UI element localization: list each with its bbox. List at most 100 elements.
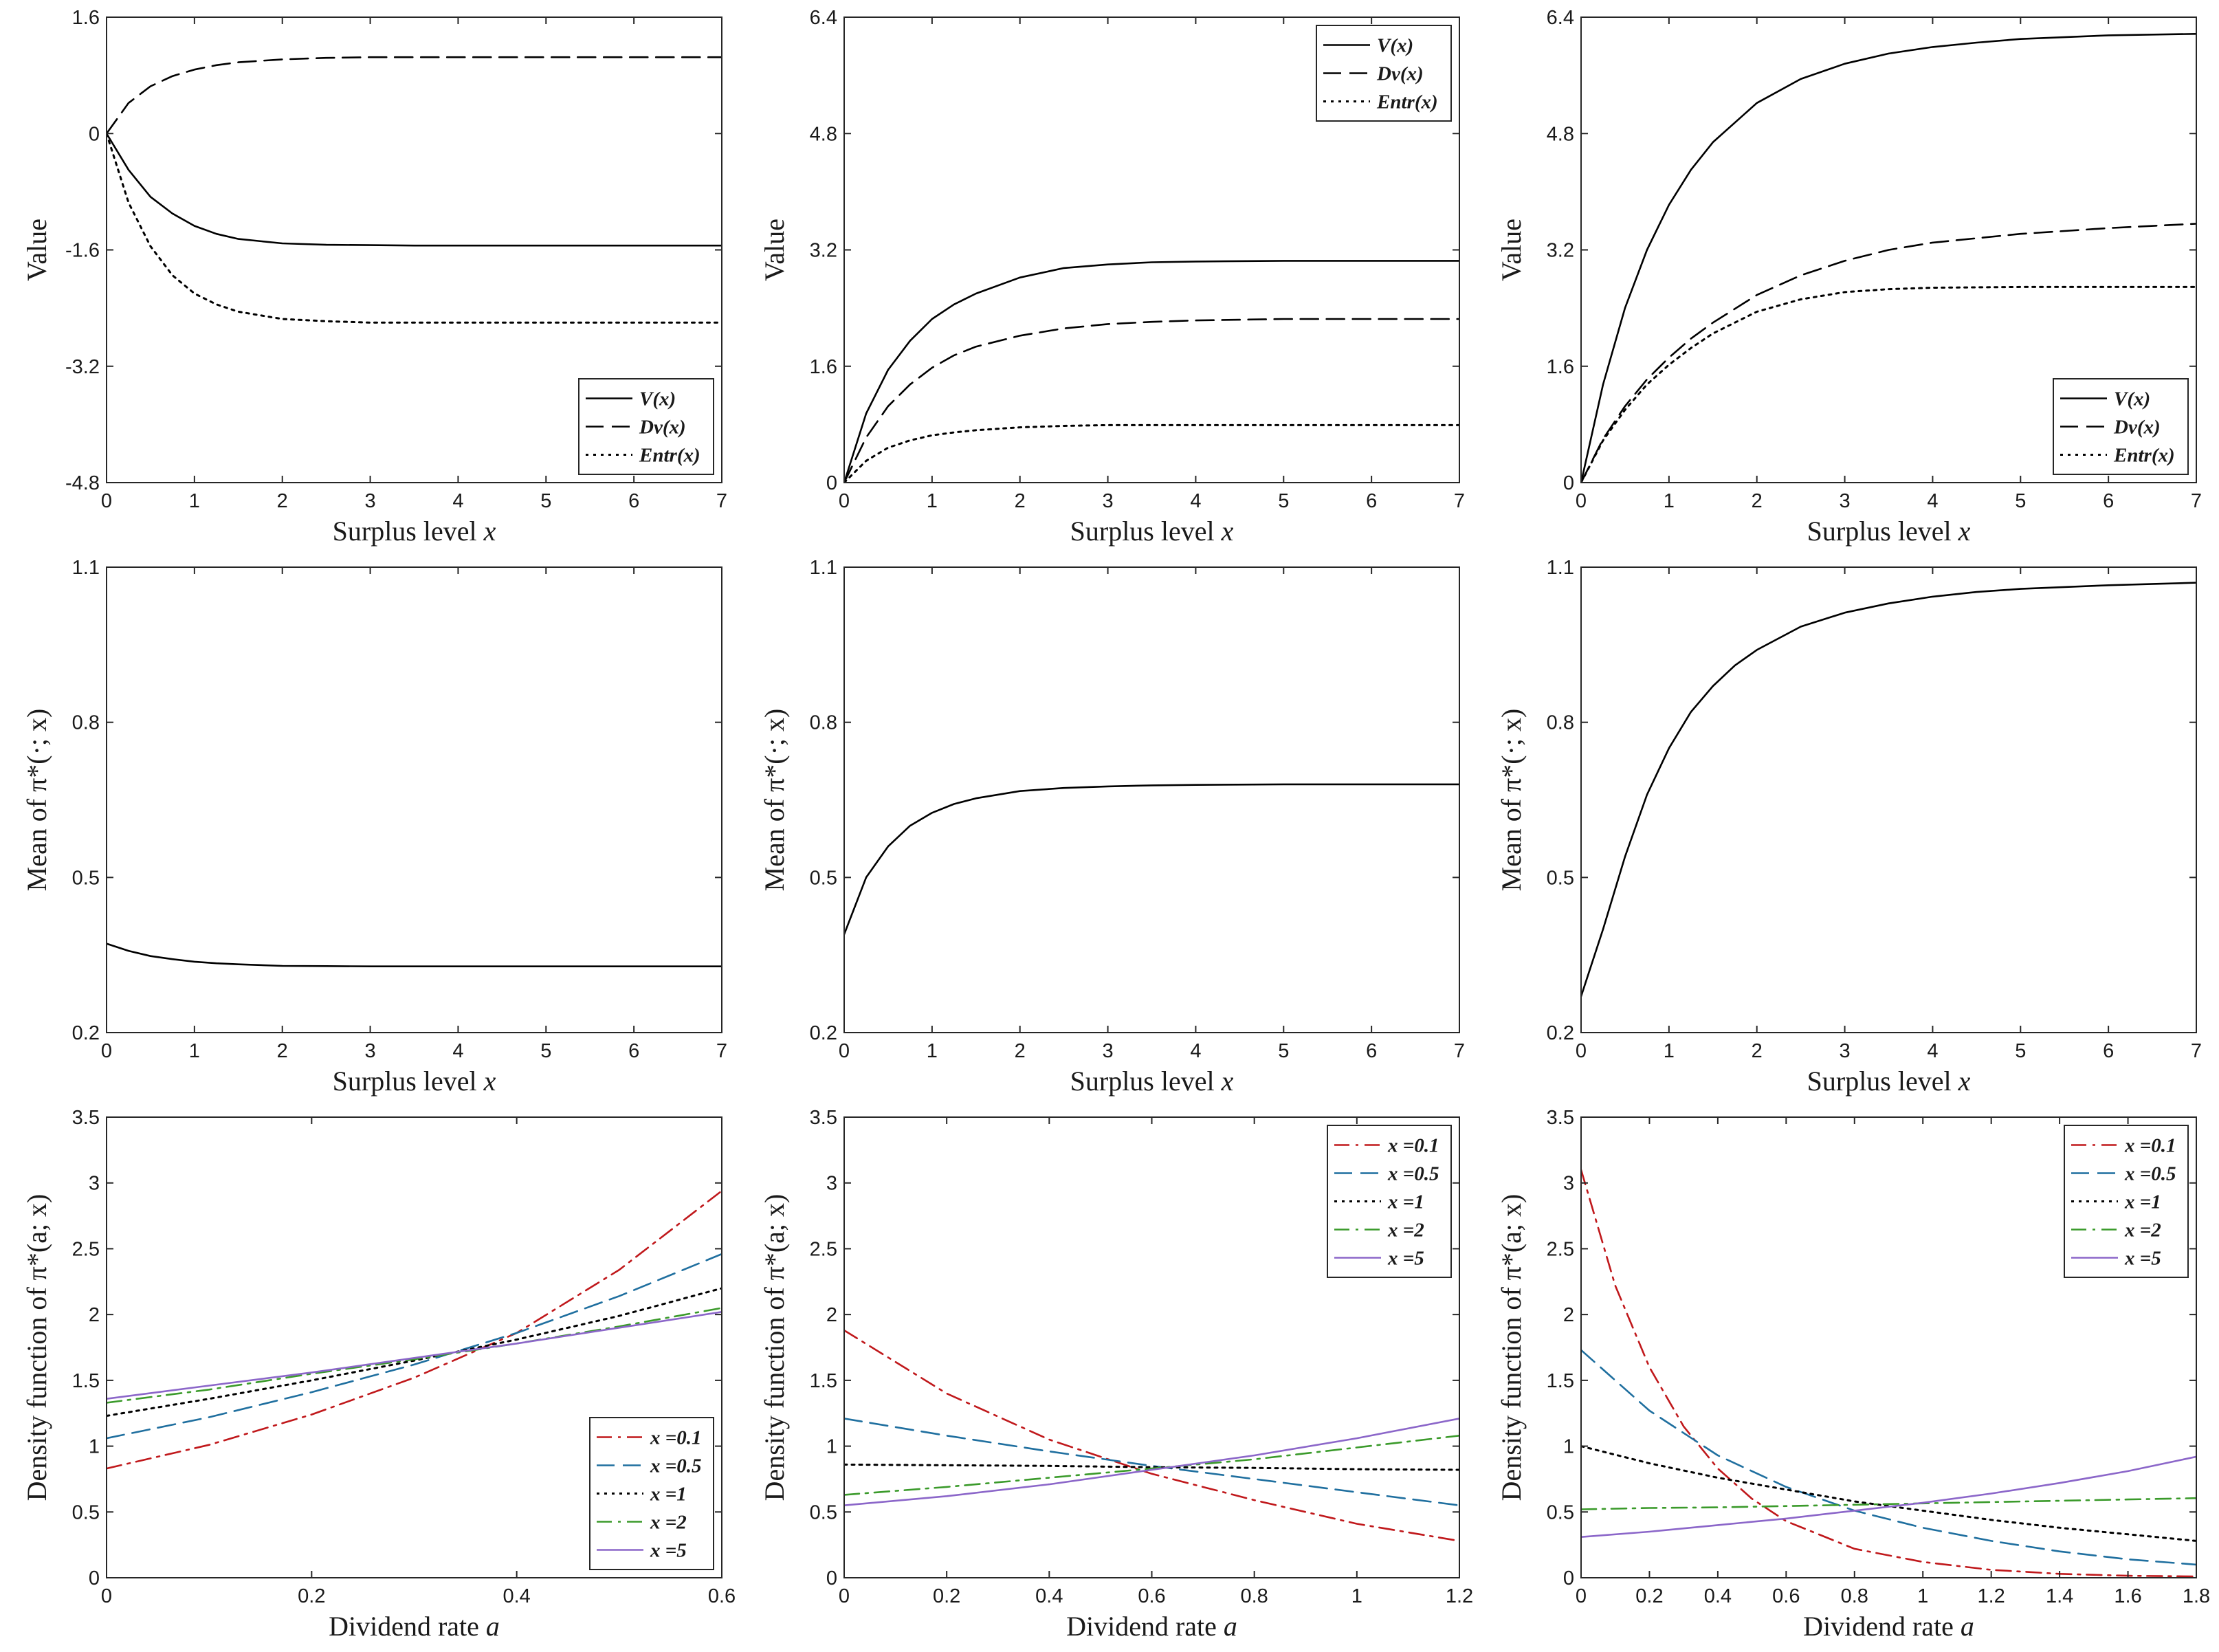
legend-entry: Entr(x) — [1376, 91, 1438, 113]
y-tick-label: 1.5 — [72, 1370, 100, 1392]
x-tick-label: 1.2 — [1446, 1585, 1473, 1607]
x-axis-label-text: Surplus level — [1807, 516, 1952, 547]
x-tick-label: 0.8 — [1841, 1585, 1868, 1607]
y-axis-label: Density function of π*(a; x) — [1496, 1194, 1527, 1501]
chart-panel-density-case3: 0 0.2 0.4 0.6 0.8 1 1.2 1.4 1.6 1.8 0 0.5 1 1.5 2 2.5 3 3… — [1496, 1107, 2210, 1642]
y-tick-label: 0.5 — [1547, 867, 1574, 889]
x-tick-label: 6 — [1366, 490, 1377, 512]
x-axis-label-variable: x — [477, 1066, 496, 1097]
legend-entry: x =0.5 — [2124, 1163, 2176, 1185]
chart-panel-value-case1: 0 1 2 3 4 5 6 7 -4.8 -3.2 -1.6 0 1.6 Surplus level x V… — [21, 7, 727, 547]
chart-panel-value-case3: 0 1 2 3 4 5 6 7 0 1.6 3.2 4.8 6.4 Surplus level x Valu… — [1496, 7, 2202, 547]
x-axis-label: Surplus level x — [1070, 516, 1234, 547]
x-tick-label: 0 — [1576, 490, 1587, 512]
y-tick-label: 2 — [89, 1304, 100, 1326]
series-group — [107, 1189, 722, 1470]
y-axis-label: Mean of π*(·; x) — [1496, 709, 1527, 892]
series-line-entr-x — [844, 423, 1459, 483]
y-tick-label: 1 — [826, 1436, 837, 1458]
x-axis-label-text: Surplus level — [1070, 516, 1215, 547]
x-axis-label-variable: x — [1952, 516, 1971, 547]
legend: V(x) Dv(x) Entr(x) — [578, 378, 714, 475]
x-tick-label: 1 — [1917, 1585, 1928, 1607]
x-tick-label: 6 — [1366, 1040, 1377, 1062]
x-tick-label: 7 — [1454, 1040, 1465, 1062]
legend-entry: Dv(x) — [2113, 417, 2161, 439]
series-line-v-x — [1581, 33, 2196, 483]
x-tick-label: 2 — [1015, 490, 1026, 512]
x-tick-label: 0 — [839, 490, 850, 512]
series-line-dv-x — [844, 318, 1459, 483]
chart-panel-mean-case2: 0 1 2 3 4 5 6 7 0.2 0.5 0.8 1.1 Surplus level x Mean … — [759, 557, 1465, 1097]
legend-entry: V(x) — [2114, 388, 2150, 410]
y-tick-label: 3.2 — [810, 240, 837, 262]
series-group — [844, 783, 1459, 936]
x-tick-label: 4 — [1927, 490, 1938, 512]
x-tick-label: 1 — [1351, 1585, 1362, 1607]
y-tick-label: 1.6 — [810, 356, 837, 378]
axes-box — [1580, 1116, 2197, 1578]
legend: V(x) Dv(x) Entr(x) — [1316, 25, 1452, 122]
y-tick-label: 1.5 — [1547, 1370, 1574, 1392]
y-axis-label: Density function of π*(a; x) — [21, 1194, 52, 1501]
series-line-x-0-5 — [107, 1253, 722, 1440]
x-axis-label: Surplus level x — [1807, 1066, 1971, 1097]
x-tick-label: 1 — [189, 490, 200, 512]
y-axis-label: Value — [759, 219, 790, 281]
y-tick-label: 0 — [89, 1567, 100, 1589]
series-line-x-0-5 — [844, 1418, 1459, 1506]
y-tick-label: 0 — [1563, 472, 1574, 494]
y-tick-label: 0.2 — [72, 1022, 100, 1044]
series-line-v-x — [107, 133, 722, 247]
series-line-x-0-1 — [107, 1189, 722, 1470]
x-tick-label: 7 — [2191, 490, 2202, 512]
legend-entry: x =5 — [2124, 1248, 2161, 1270]
y-tick-label: 0.8 — [810, 712, 837, 734]
series-group — [1581, 582, 2196, 998]
x-tick-label: 4 — [1927, 1040, 1938, 1062]
x-axis-label-text: Surplus level — [1807, 1066, 1952, 1097]
y-tick-label: 1.1 — [810, 557, 837, 579]
y-tick-label: 1.6 — [1547, 356, 1574, 378]
x-tick-label: 4 — [452, 1040, 463, 1062]
legend-entry: x =2 — [1387, 1220, 1424, 1242]
y-tick-label: 4.8 — [1547, 123, 1574, 145]
y-axis-label: Density function of π*(a; x) — [759, 1194, 790, 1501]
x-tick-label: 7 — [716, 1040, 727, 1062]
y-tick-label: -3.2 — [65, 356, 100, 378]
legend: V(x) Dv(x) Entr(x) — [2053, 378, 2189, 475]
x-tick-label: 1 — [927, 490, 938, 512]
x-tick-label: 0.6 — [1772, 1585, 1800, 1607]
plot-area — [844, 567, 1459, 1033]
x-tick-label: 0 — [839, 1585, 850, 1607]
y-tick-label: 4.8 — [810, 123, 837, 145]
x-axis-label-text: Surplus level — [333, 516, 477, 547]
x-tick-label: 3 — [1840, 490, 1851, 512]
x-axis-label: Surplus level x — [1807, 516, 1971, 547]
x-tick-label: 0.6 — [1138, 1585, 1165, 1607]
x-tick-label: 0 — [101, 490, 112, 512]
legend-entry: x =0.5 — [650, 1455, 702, 1477]
x-tick-label: 0.4 — [503, 1585, 531, 1607]
series-group — [107, 943, 722, 967]
x-axis-label: Surplus level x — [1070, 1066, 1234, 1097]
x-tick-label: 0.4 — [1704, 1585, 1732, 1607]
x-axis-label-variable: a — [479, 1611, 500, 1642]
legend-entry: x =0.1 — [1387, 1135, 1439, 1157]
y-tick-label: 0.5 — [1547, 1501, 1574, 1523]
x-tick-label: 5 — [2015, 490, 2026, 512]
legend-entry: x =2 — [2124, 1220, 2161, 1242]
axes-box — [106, 566, 722, 1033]
y-axis-label: Mean of π*(·; x) — [759, 709, 790, 892]
x-axis-label-text: Dividend rate — [329, 1611, 479, 1642]
y-tick-label: 0 — [826, 1567, 837, 1589]
legend-entry: V(x) — [1377, 35, 1413, 57]
legend-entry: x =0.1 — [650, 1427, 702, 1449]
legend-entry: x =5 — [650, 1540, 687, 1562]
x-tick-label: 0 — [839, 1040, 850, 1062]
x-tick-label: 6 — [628, 1040, 639, 1062]
x-tick-label: 7 — [2191, 1040, 2202, 1062]
chart-panel-mean-case3: 0 1 2 3 4 5 6 7 0.2 0.5 0.8 1.1 Surplus level x Mean … — [1496, 557, 2202, 1097]
x-tick-label: 7 — [1454, 490, 1465, 512]
